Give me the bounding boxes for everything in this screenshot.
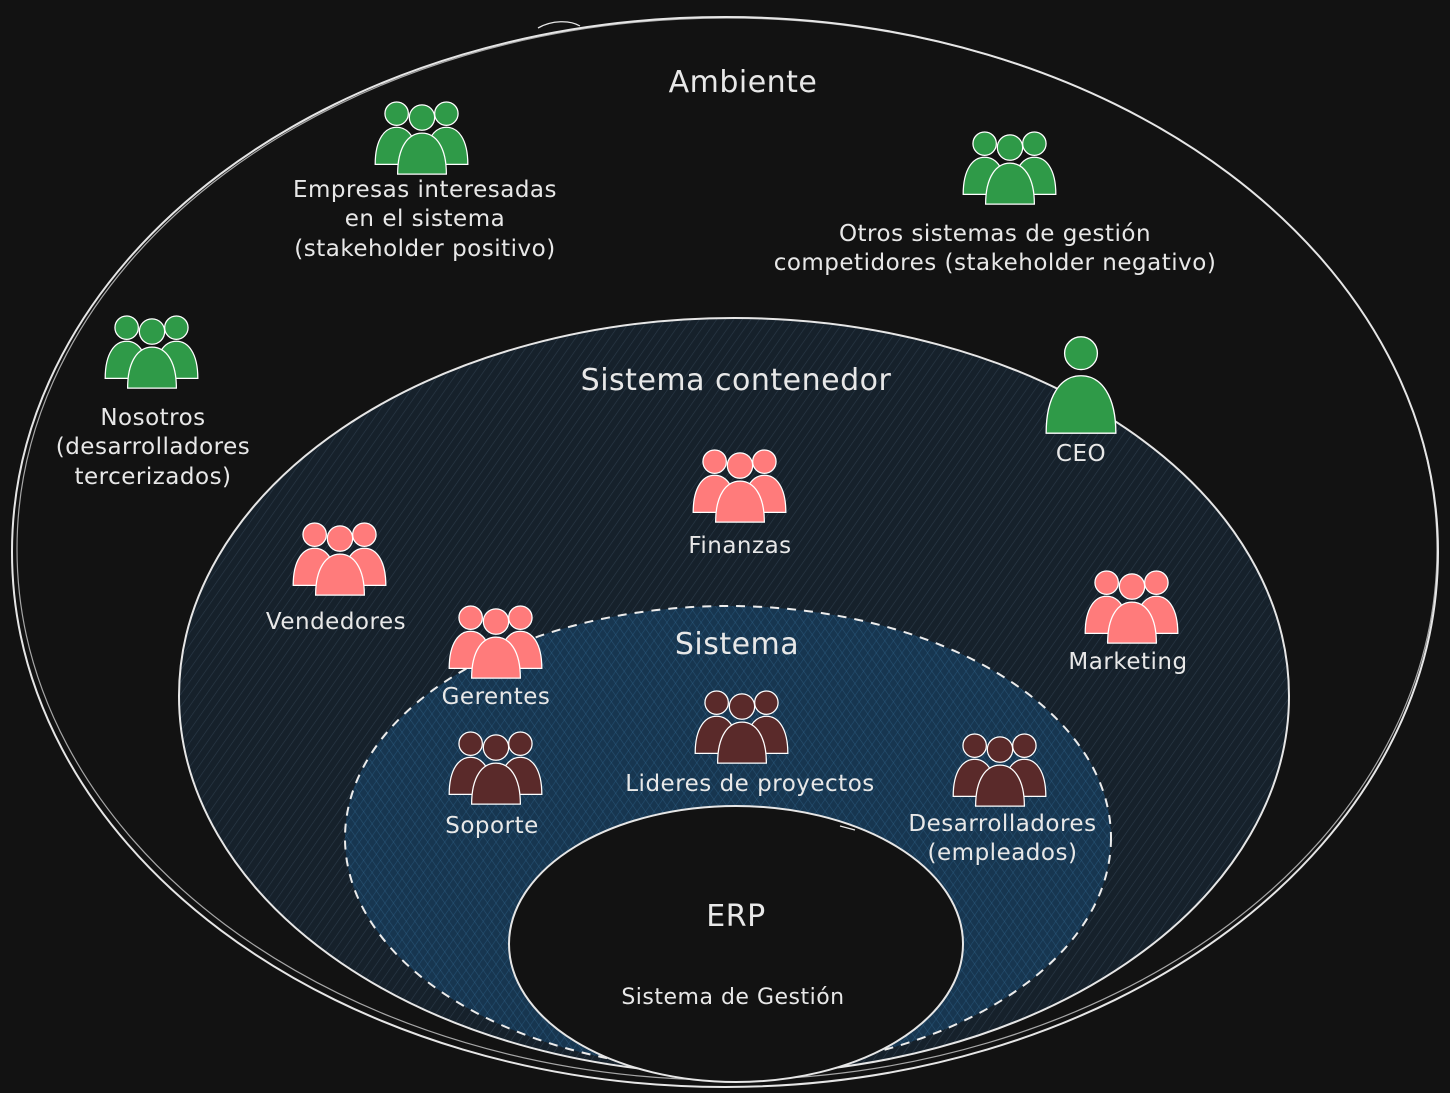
vendedores-group-icon [292,522,387,596]
nosotros-label-line: tercerizados) [74,463,232,490]
ceo-person-icon [1045,336,1117,434]
competidores-group-icon [962,131,1057,205]
ambiente-title: Ambiente [668,65,818,100]
gerentes-group-icon [448,605,543,679]
marketing-group-icon [1084,570,1179,644]
finanzas-label: Finanzas [688,533,792,559]
desarrolladores-label: Desarrolladores (empleados) [880,810,1125,869]
sistema-contenedor-title: Sistema contenedor [580,363,892,398]
nosotros-label-line: Nosotros [100,405,206,431]
desarrolladores-group-icon [952,733,1047,807]
empresas-label-line: (stakeholder positivo) [294,235,556,262]
sistema-title: Sistema [674,627,800,662]
desarrolladores-label-line: (empleados) [927,840,1078,867]
ceo-label: CEO [1055,441,1107,467]
empresas-group-icon [374,101,469,175]
erp-core [508,805,964,1083]
competidores-label: Otros sistemas de gestión competidores (… [735,220,1255,279]
desarrolladores-label-line: Desarrolladores [908,811,1097,837]
gerentes-label: Gerentes [441,684,551,710]
erp-title: ERP [706,899,766,934]
soporte-label: Soporte [445,813,539,839]
lideres-label: Lideres de proyectos [625,771,875,797]
soporte-group-icon [448,731,543,805]
competidores-label-line: competidores (stakeholder negativo) [773,250,1217,277]
vendedores-label: Vendedores [265,609,407,635]
lideres-group-icon [694,690,789,764]
erp-subtitle: Sistema de Gestión [621,985,845,1010]
empresas-label: Empresas interesadas en el sistema (stak… [250,176,600,264]
competidores-label-line: Otros sistemas de gestión [838,221,1152,247]
nosotros-label-line: (desarrolladores [55,434,251,461]
marketing-label: Marketing [1068,649,1188,675]
nosotros-group-icon [104,315,199,389]
empresas-label-line: en el sistema [344,206,506,233]
finanzas-group-icon [692,449,787,523]
empresas-label-line: Empresas interesadas [293,177,557,203]
nosotros-label: Nosotros (desarrolladores tercerizados) [28,404,278,492]
